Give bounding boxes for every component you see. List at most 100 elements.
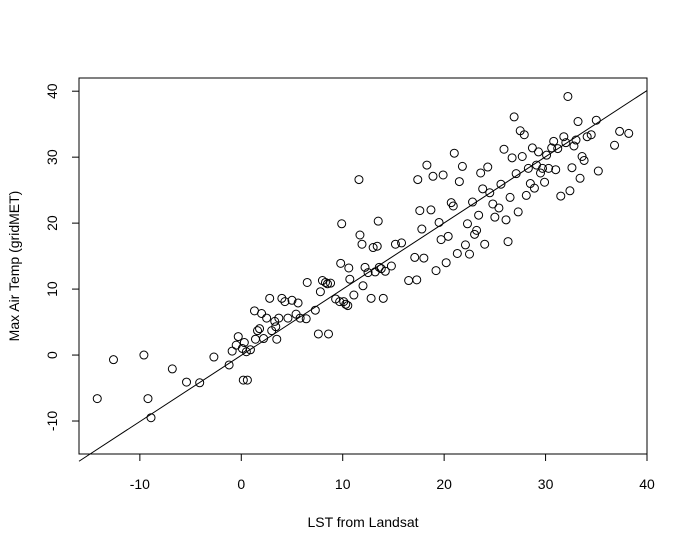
- data-point: [556, 191, 566, 201]
- x-tick-label: 10: [335, 476, 351, 492]
- data-point: [579, 155, 589, 165]
- data-point: [499, 144, 509, 154]
- data-point: [494, 203, 504, 213]
- data-point: [335, 297, 345, 307]
- data-point: [265, 293, 275, 303]
- x-axis-label: LST from Landsat: [307, 514, 418, 530]
- data-point: [404, 276, 414, 286]
- data-point: [573, 117, 583, 127]
- data-point: [233, 332, 243, 342]
- data-point: [241, 347, 251, 357]
- data-point: [139, 350, 149, 360]
- data-point: [231, 340, 241, 350]
- data-point: [428, 171, 438, 181]
- data-point: [503, 237, 513, 247]
- y-tick-label: -10: [44, 411, 60, 431]
- data-point: [417, 224, 427, 234]
- data-point: [529, 183, 539, 193]
- data-point: [358, 281, 368, 291]
- data-point: [569, 141, 579, 151]
- data-point: [302, 277, 312, 287]
- data-point: [326, 278, 336, 288]
- data-point: [563, 91, 573, 101]
- data-point: [527, 143, 537, 153]
- x-tick-label: -10: [130, 476, 150, 492]
- data-point: [509, 112, 519, 122]
- data-point: [519, 130, 529, 140]
- data-point: [274, 313, 284, 323]
- data-point: [431, 266, 441, 276]
- data-point: [449, 148, 459, 158]
- data-point: [448, 201, 458, 211]
- data-point: [485, 188, 495, 198]
- y-tick-label: 10: [44, 281, 60, 297]
- data-point: [257, 308, 267, 318]
- data-point: [507, 153, 517, 163]
- data-point: [457, 161, 467, 171]
- x-axis: -10 0 10 20 30 40: [130, 454, 655, 492]
- y-axis-label: Max Air Temp (gridMET): [6, 191, 22, 342]
- data-point: [324, 329, 334, 339]
- data-point: [108, 355, 118, 365]
- data-point: [436, 235, 446, 245]
- data-point: [336, 258, 346, 268]
- data-point: [378, 293, 388, 303]
- data-point: [238, 375, 248, 385]
- data-point: [366, 293, 376, 303]
- data-point: [390, 239, 400, 249]
- data-point: [224, 360, 234, 370]
- data-point: [410, 252, 420, 262]
- data-point: [301, 314, 311, 324]
- data-point: [280, 297, 290, 307]
- data-point: [567, 163, 577, 173]
- x-tick-label: 40: [639, 476, 655, 492]
- data-point: [253, 326, 263, 336]
- data-point: [341, 299, 351, 309]
- data-point: [315, 287, 325, 297]
- data-point: [610, 140, 620, 150]
- y-tick-label: 40: [44, 83, 60, 99]
- data-point: [360, 262, 370, 272]
- data-point: [615, 126, 625, 136]
- data-point: [287, 295, 297, 305]
- data-point: [227, 346, 237, 356]
- data-point: [146, 413, 156, 423]
- data-point: [505, 192, 515, 202]
- data-point: [443, 231, 453, 241]
- data-point: [538, 163, 548, 173]
- data-point: [255, 324, 265, 334]
- data-point: [209, 352, 219, 362]
- data-point: [478, 184, 488, 194]
- data-point: [474, 210, 484, 220]
- data-point: [372, 241, 382, 251]
- data-point: [397, 238, 407, 248]
- data-point: [242, 375, 252, 385]
- data-point: [434, 217, 444, 227]
- data-point: [542, 150, 552, 160]
- data-point: [561, 138, 571, 148]
- data-point: [513, 207, 523, 217]
- data-point: [320, 277, 330, 287]
- x-tick-label: 30: [538, 476, 554, 492]
- data-point: [441, 258, 451, 268]
- data-point: [283, 313, 293, 323]
- data-point: [272, 334, 282, 344]
- data-point: [426, 205, 436, 215]
- data-point: [523, 163, 533, 173]
- data-point: [521, 190, 531, 200]
- data-point: [368, 243, 378, 253]
- data-point: [167, 364, 177, 374]
- data-point: [540, 177, 550, 187]
- data-point: [293, 298, 303, 308]
- data-point: [460, 240, 470, 250]
- data-point: [501, 215, 511, 225]
- plot-frame: [78, 77, 648, 455]
- data-point: [488, 199, 498, 209]
- data-point: [182, 377, 192, 387]
- data-point: [295, 313, 305, 323]
- data-point: [472, 225, 482, 235]
- data-point: [245, 345, 255, 355]
- data-point: [624, 128, 634, 138]
- data-point: [565, 186, 575, 196]
